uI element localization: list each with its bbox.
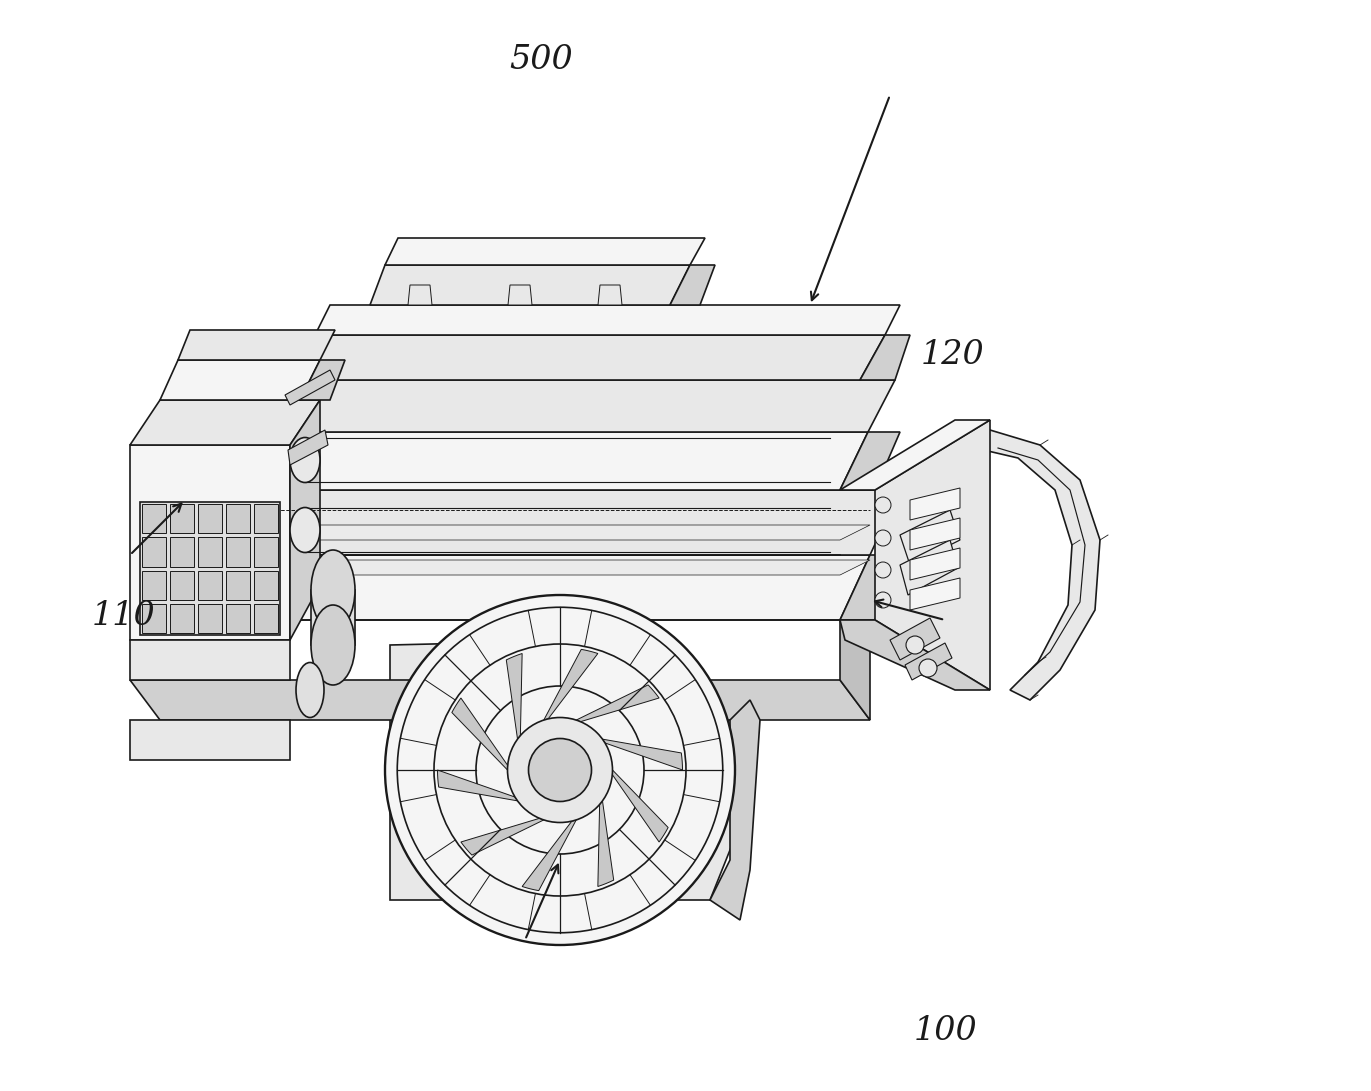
Polygon shape: [840, 620, 990, 690]
Polygon shape: [226, 504, 250, 533]
Ellipse shape: [291, 437, 319, 482]
Polygon shape: [613, 770, 668, 842]
Polygon shape: [598, 285, 622, 305]
Polygon shape: [910, 488, 960, 520]
Polygon shape: [170, 504, 195, 533]
Polygon shape: [143, 504, 166, 533]
Polygon shape: [225, 490, 899, 555]
Polygon shape: [143, 603, 166, 633]
Polygon shape: [130, 640, 291, 680]
Polygon shape: [170, 571, 195, 600]
Polygon shape: [291, 400, 319, 640]
Text: 100: 100: [914, 1015, 978, 1047]
Polygon shape: [370, 265, 690, 305]
Polygon shape: [576, 685, 659, 721]
Polygon shape: [840, 432, 899, 490]
Polygon shape: [311, 590, 355, 645]
Polygon shape: [509, 285, 532, 305]
Polygon shape: [197, 537, 222, 566]
Polygon shape: [195, 560, 871, 575]
Polygon shape: [254, 504, 278, 533]
Polygon shape: [143, 571, 166, 600]
Polygon shape: [226, 571, 250, 600]
Polygon shape: [315, 305, 899, 335]
Ellipse shape: [311, 550, 355, 630]
Polygon shape: [254, 571, 278, 600]
Polygon shape: [130, 445, 291, 640]
Polygon shape: [905, 643, 951, 680]
Polygon shape: [385, 238, 705, 265]
Polygon shape: [437, 770, 517, 801]
Text: 500: 500: [510, 44, 573, 76]
Polygon shape: [875, 420, 990, 690]
Polygon shape: [254, 603, 278, 633]
Polygon shape: [143, 537, 166, 566]
Polygon shape: [255, 432, 868, 490]
Polygon shape: [598, 801, 614, 887]
Polygon shape: [130, 400, 319, 445]
Polygon shape: [291, 335, 886, 380]
Polygon shape: [170, 537, 195, 566]
Polygon shape: [899, 509, 960, 565]
Polygon shape: [282, 380, 895, 432]
Circle shape: [875, 562, 891, 578]
Polygon shape: [461, 818, 544, 855]
Polygon shape: [670, 265, 716, 305]
Circle shape: [528, 739, 591, 802]
Polygon shape: [840, 555, 899, 620]
Polygon shape: [160, 360, 319, 400]
Polygon shape: [130, 720, 291, 760]
Circle shape: [875, 530, 891, 546]
Polygon shape: [710, 700, 760, 920]
Circle shape: [385, 595, 735, 945]
Polygon shape: [254, 537, 278, 566]
Text: 120: 120: [921, 338, 984, 371]
Polygon shape: [522, 820, 576, 890]
Polygon shape: [506, 654, 522, 739]
Polygon shape: [910, 518, 960, 550]
Polygon shape: [910, 578, 960, 610]
Polygon shape: [195, 525, 871, 540]
Polygon shape: [197, 603, 222, 633]
Ellipse shape: [296, 662, 324, 718]
Polygon shape: [288, 430, 328, 465]
Polygon shape: [910, 548, 960, 580]
Polygon shape: [602, 739, 683, 770]
Polygon shape: [130, 680, 871, 720]
Polygon shape: [195, 555, 871, 620]
Polygon shape: [840, 620, 871, 720]
Polygon shape: [890, 618, 941, 660]
Polygon shape: [300, 360, 345, 400]
Polygon shape: [544, 649, 598, 720]
Polygon shape: [226, 537, 250, 566]
Text: 110: 110: [92, 600, 155, 633]
Polygon shape: [178, 329, 335, 360]
Ellipse shape: [311, 606, 355, 685]
Circle shape: [875, 592, 891, 608]
Polygon shape: [140, 502, 280, 635]
Polygon shape: [226, 603, 250, 633]
Circle shape: [507, 718, 613, 823]
Circle shape: [906, 636, 924, 654]
Circle shape: [875, 497, 891, 513]
Polygon shape: [197, 571, 222, 600]
Polygon shape: [409, 285, 432, 305]
Polygon shape: [899, 540, 958, 595]
Circle shape: [919, 659, 936, 678]
Polygon shape: [389, 640, 750, 900]
Ellipse shape: [291, 507, 319, 552]
Polygon shape: [452, 698, 507, 770]
Polygon shape: [170, 603, 195, 633]
Polygon shape: [285, 370, 335, 405]
Polygon shape: [197, 504, 222, 533]
Polygon shape: [975, 430, 1100, 700]
Polygon shape: [840, 420, 990, 490]
Polygon shape: [860, 335, 910, 380]
